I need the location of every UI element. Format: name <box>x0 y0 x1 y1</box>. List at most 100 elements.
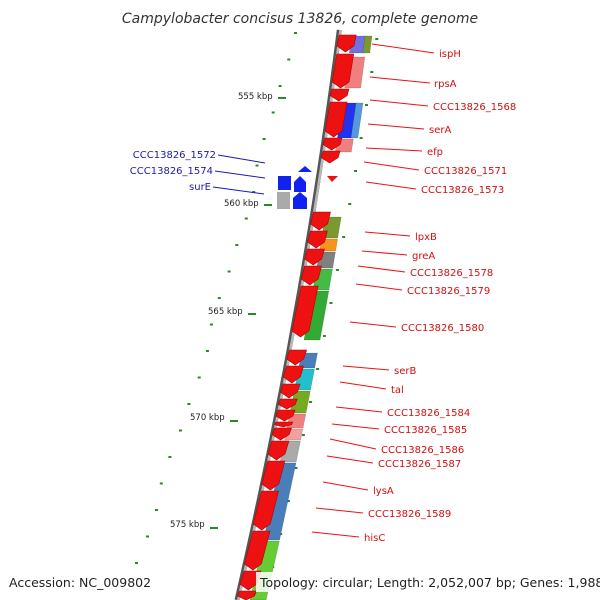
gene-label: CCC13826_1585 <box>384 425 467 436</box>
gene-label: greA <box>412 251 435 262</box>
gene-arrow <box>327 176 338 182</box>
leader-line <box>315 507 364 514</box>
leader-line <box>365 147 423 152</box>
gene-label: surE <box>189 182 211 193</box>
scale-tick <box>278 97 286 99</box>
footer-accession-bg <box>6 572 146 592</box>
gc-dot <box>375 38 379 40</box>
gc-dot <box>342 236 346 238</box>
gene-arrow <box>300 265 322 286</box>
cog-box <box>362 35 373 54</box>
gene-label: CCC13826_1574 <box>130 166 213 177</box>
gene-label: CCC13826_1584 <box>387 408 470 419</box>
gene-arrow <box>324 101 348 138</box>
gene-label: serA <box>429 125 451 136</box>
gc-dot <box>301 434 305 436</box>
gene-arrow <box>277 398 298 410</box>
gene-arrow <box>307 230 328 249</box>
gene-arrow <box>280 383 301 399</box>
scale-label: 565 kbp <box>208 307 243 317</box>
leader-line <box>365 181 417 190</box>
scale-label: 575 kbp <box>170 520 205 530</box>
leader-line <box>342 365 390 371</box>
gc-dot <box>278 85 282 87</box>
gene-label: CCC13826_1573 <box>421 185 504 196</box>
forward-gene-track <box>237 34 357 600</box>
gene-arrow <box>304 248 325 266</box>
gene-label: lysA <box>373 486 394 497</box>
gc-dot <box>205 350 209 352</box>
gc-dot <box>135 562 138 564</box>
gc-dot <box>227 270 231 273</box>
gc-dot <box>179 429 182 432</box>
leader-line <box>217 154 266 164</box>
scale-label: 555 kbp <box>238 92 273 102</box>
gene-label: hisC <box>364 533 385 544</box>
gc-dot <box>354 170 357 172</box>
gc-dot <box>235 244 239 246</box>
gc-dot <box>159 482 163 485</box>
cog-box <box>277 192 290 209</box>
gc-dot <box>187 403 191 405</box>
gene-label: CCC13826_1578 <box>410 268 493 279</box>
leader-line <box>335 406 383 413</box>
gene-arrow <box>274 421 294 428</box>
gene-arrow <box>286 349 308 366</box>
leader-line <box>214 170 266 179</box>
gene-label: ispH <box>439 49 461 60</box>
gene-label: CCC13826_1579 <box>407 286 490 297</box>
gc-dot <box>287 58 291 61</box>
gene-label: CCC13826_1587 <box>378 459 461 470</box>
gene-arrow <box>331 53 355 89</box>
footer-topology-bg <box>256 572 594 592</box>
gene-arrow <box>336 34 357 53</box>
gene-label: CCC13826_1586 <box>381 445 464 456</box>
gc-dot <box>255 164 259 167</box>
gene-arrow <box>320 150 341 164</box>
gene-label: CCC13826_1589 <box>368 509 451 520</box>
gene-arrow <box>252 490 279 531</box>
gene-label: CCC13826_1572 <box>133 150 216 161</box>
gene-arrow <box>267 440 290 461</box>
leader-line <box>357 265 406 273</box>
leader-line <box>369 76 431 84</box>
leader-line <box>355 283 403 291</box>
leader-line <box>331 423 380 430</box>
gene-arrow <box>278 176 291 190</box>
gene-arrow <box>282 365 305 384</box>
gc-dot <box>294 32 297 34</box>
gc-dot <box>348 203 352 205</box>
gene-arrow <box>329 88 350 102</box>
scale-tick <box>248 313 256 315</box>
gene-label: CCC13826_1571 <box>424 166 507 177</box>
gene-arrow <box>271 427 292 441</box>
gc-dot <box>155 509 158 511</box>
gene-arrow <box>293 192 307 209</box>
gc-dot <box>146 535 149 538</box>
gc-dot <box>365 104 368 106</box>
gene-label: serB <box>394 366 416 377</box>
scale-label: 560 kbp <box>224 199 259 209</box>
gc-dot <box>209 323 213 326</box>
gene-arrow <box>294 176 306 192</box>
label-leaders <box>212 43 435 538</box>
topology-label: Topology: circular; Length: 2,052,007 bp… <box>259 575 600 590</box>
gene-arrow <box>275 409 296 422</box>
cog-box <box>350 102 364 139</box>
gc-dot <box>252 191 256 193</box>
scale-tick <box>230 420 238 422</box>
gc-dot <box>217 297 221 299</box>
gene-arrow <box>261 460 286 491</box>
gene-arrow <box>322 137 343 151</box>
scale-tick <box>210 527 218 529</box>
gc-dot <box>329 302 333 304</box>
leader-line <box>363 161 420 171</box>
gc-dot <box>316 368 320 370</box>
leader-line <box>369 99 429 107</box>
gc-dot <box>197 376 201 379</box>
gene-arrow <box>237 590 257 600</box>
gc-dot <box>294 467 298 469</box>
gc-dot <box>168 456 172 458</box>
gc-dot <box>262 138 266 140</box>
